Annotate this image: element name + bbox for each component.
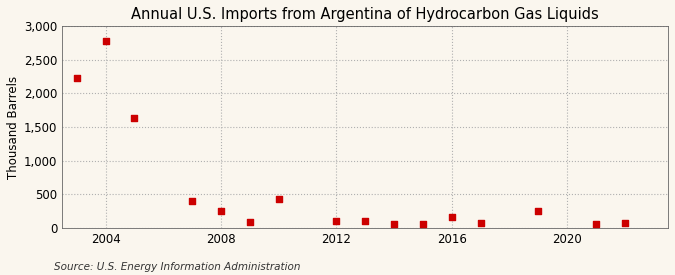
Point	[187, 198, 198, 203]
Point	[244, 220, 255, 225]
Point	[620, 221, 630, 226]
Point	[475, 221, 486, 225]
Text: Source: U.S. Energy Information Administration: Source: U.S. Energy Information Administ…	[54, 262, 300, 272]
Point	[591, 222, 601, 226]
Point	[533, 209, 543, 213]
Point	[331, 219, 342, 224]
Point	[418, 222, 429, 227]
Point	[72, 76, 82, 81]
Point	[100, 39, 111, 43]
Y-axis label: Thousand Barrels: Thousand Barrels	[7, 75, 20, 178]
Point	[129, 116, 140, 120]
Point	[360, 219, 371, 223]
Point	[446, 214, 457, 219]
Point	[273, 196, 284, 201]
Point	[215, 209, 226, 213]
Title: Annual U.S. Imports from Argentina of Hydrocarbon Gas Liquids: Annual U.S. Imports from Argentina of Hy…	[132, 7, 599, 22]
Point	[389, 222, 400, 226]
